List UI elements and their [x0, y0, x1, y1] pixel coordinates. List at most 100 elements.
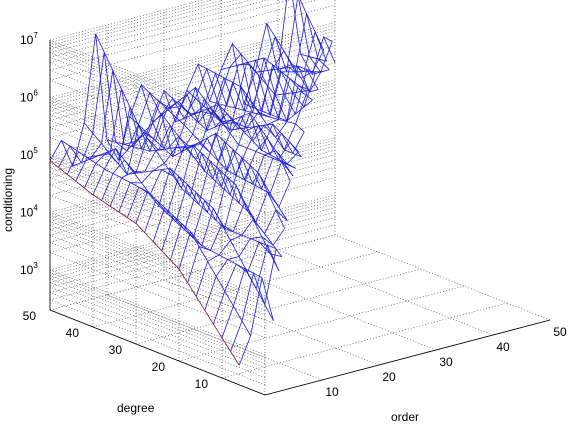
grid-line — [49, 157, 266, 243]
grid-line — [49, 42, 266, 128]
surface-row-line — [135, 92, 308, 224]
grid-line — [49, 139, 336, 216]
surface-col-line — [323, 36, 333, 42]
grid-line — [49, 119, 336, 196]
y-tick-label: 30 — [109, 343, 123, 357]
grid-line — [49, 82, 336, 158]
grid-line — [49, 275, 266, 361]
grid-line — [49, 145, 336, 222]
grid-line — [49, 224, 266, 311]
surface-col-line — [266, 23, 319, 93]
grid-line — [49, 106, 266, 192]
surface-col-line — [140, 84, 288, 222]
grid-line — [49, 31, 336, 107]
x-tick-label: 50 — [553, 325, 567, 339]
surface-row-line — [187, 180, 291, 283]
grid-line — [49, 4, 336, 81]
grid-line — [49, 163, 266, 250]
z-tick-label: 105 — [20, 146, 38, 162]
surface-row-line — [204, 228, 285, 311]
grid-line — [49, 102, 266, 189]
grid-line — [49, 79, 266, 166]
grid-line — [49, 292, 266, 378]
grid-line — [49, 45, 266, 131]
surface-row-line — [195, 209, 288, 297]
surface-col-line — [152, 86, 291, 182]
grid-line — [49, 167, 266, 253]
surface-col-line — [95, 33, 277, 250]
grid-line — [106, 294, 323, 381]
grid-line — [49, 0, 204, 41]
x-tick-label: 10 — [325, 385, 339, 399]
grid-line — [49, 234, 336, 311]
y-tick-label: 10 — [195, 377, 209, 391]
z-tick-label: 106 — [20, 88, 38, 104]
grid-line — [49, 177, 336, 253]
grid-line — [49, 217, 336, 293]
surface-col-line — [175, 103, 296, 169]
surface-row-line — [213, 241, 282, 325]
grid-line — [49, 114, 266, 201]
surface-row-line — [58, 0, 333, 168]
surface-row-line — [49, 0, 336, 168]
surface-col-line — [299, 0, 325, 51]
grid-line — [49, 102, 336, 179]
grid-line — [49, 154, 266, 241]
tick-labels: 10 20 30 40 50 10 20 30 40 50 103 104 105 106 107 — [20, 31, 567, 399]
grid-line — [49, 24, 336, 101]
grid-line — [49, 34, 336, 111]
surface-col-line — [220, 57, 308, 93]
surface-col-line — [163, 90, 294, 177]
grid-line — [49, 137, 336, 213]
grid-line — [49, 0, 318, 71]
x-tick-label: 30 — [439, 355, 453, 369]
surface-col-line — [129, 116, 285, 229]
grid-line — [49, 99, 266, 186]
grid-line — [49, 234, 266, 321]
grid-line — [49, 92, 336, 168]
grid-line — [49, 48, 266, 135]
grid-line — [49, 177, 266, 264]
grid-line — [49, 154, 336, 230]
surface-col-line — [198, 63, 302, 158]
surface-mesh — [49, 0, 336, 366]
x-axis-label: order — [391, 410, 419, 424]
grid-line — [49, 212, 266, 298]
grid-line — [49, 0, 291, 64]
x-tick-label: 20 — [382, 370, 396, 384]
z-tick-label: 107 — [20, 31, 38, 47]
surface-col-line — [243, 99, 313, 122]
surface-row-line — [84, 50, 325, 189]
grid-line — [49, 159, 336, 236]
surface-row-line — [230, 248, 277, 352]
grid-line — [49, 56, 266, 143]
grid-line — [49, 160, 266, 246]
grid-line — [135, 268, 422, 345]
grid-line — [49, 217, 266, 304]
grid-line — [49, 282, 266, 368]
grid-line — [49, 299, 266, 386]
grid-line — [49, 0, 270, 58]
surface-row-line — [101, 63, 319, 201]
grid-line — [277, 249, 494, 336]
grid-line — [49, 242, 266, 328]
grid-line — [49, 44, 336, 121]
grid-line — [49, 252, 266, 338]
grid-line — [49, 184, 266, 271]
grid-line — [49, 224, 336, 301]
grid-lines — [49, 0, 551, 396]
grid-line — [49, 272, 266, 358]
grid-line — [163, 279, 380, 366]
surface-col-line — [49, 160, 240, 366]
surface-row-line — [238, 277, 274, 366]
grid-line — [49, 88, 336, 165]
y-axis-line — [49, 309, 266, 396]
y-tick-label: 20 — [152, 360, 166, 374]
surface-col-line — [61, 140, 251, 337]
y-axis-label: degree — [117, 401, 155, 415]
surface-col-line — [300, 54, 327, 62]
grid-line — [178, 285, 465, 362]
grid-line — [49, 119, 266, 206]
